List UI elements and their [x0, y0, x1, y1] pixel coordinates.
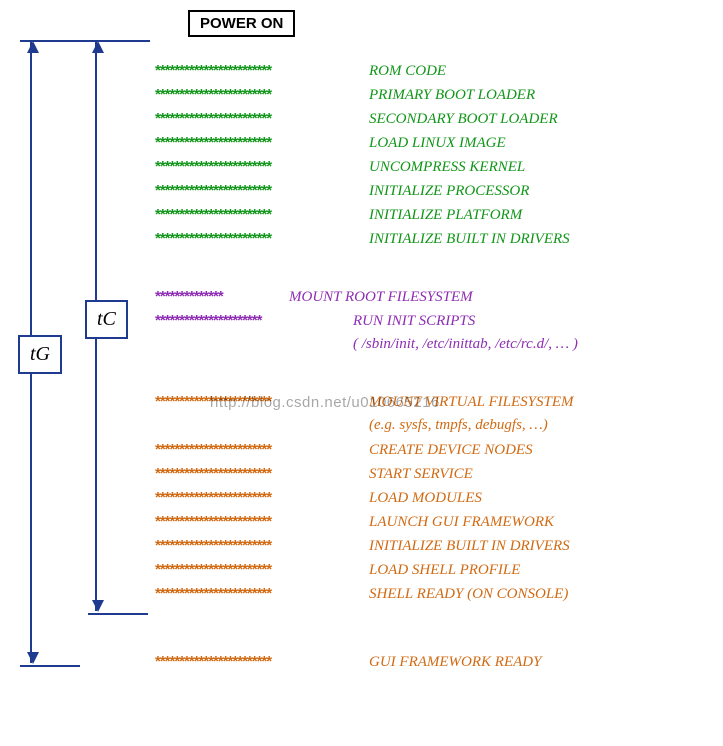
stage-label: INITIALIZE BUILT IN DRIVERS: [369, 231, 570, 248]
dim-tick-top: [20, 40, 150, 42]
stage-row: ************************ CREATE DEVICE NO…: [155, 441, 533, 459]
stage-label: GUI FRAMEWORK READY: [369, 654, 541, 671]
stage-label: CREATE DEVICE NODES: [369, 442, 533, 459]
dim-tC-text: tC: [97, 308, 116, 330]
stage-row: (e.g. sysfs, tmpfs, debugfs, …): [155, 417, 548, 434]
stage-row: ************************ PRIMARY BOOT LOA…: [155, 86, 535, 104]
stage-row: ************************ INITIALIZE PLATF…: [155, 206, 522, 224]
dim-label-tC: tC: [85, 300, 128, 339]
stars-bar: ************************: [155, 653, 351, 670]
stage-label: INITIALIZE PLATFORM: [369, 207, 522, 224]
stars-bar: ************************: [155, 134, 351, 151]
watermark-text: http://blog.csdn.net/u010665216: [210, 394, 440, 411]
stage-row: ************************ LOAD MODULES: [155, 489, 482, 507]
stage-row: ************************ UNCOMPRESS KERNE…: [155, 158, 525, 176]
stars-bar: **************: [155, 288, 271, 305]
stage-label: RUN INIT SCRIPTS: [353, 313, 475, 330]
stars-bar: ************************: [155, 537, 351, 554]
stage-row: ************************ LAUNCH GUI FRAME…: [155, 513, 554, 531]
stars-bar: ************************: [155, 110, 351, 127]
stars-bar: ************************: [155, 465, 351, 482]
stage-label: LAUNCH GUI FRAMEWORK: [369, 514, 554, 531]
stars-bar: ************************: [155, 441, 351, 458]
stage-label: MOUNT ROOT FILESYSTEM: [289, 289, 473, 306]
stars-bar: ************************: [155, 182, 351, 199]
stars-bar: ************************: [155, 561, 351, 578]
dim-label-tG: tG: [18, 335, 62, 374]
stage-label: INITIALIZE BUILT IN DRIVERS: [369, 538, 570, 555]
stars-bar: ************************: [155, 158, 351, 175]
stars-bar: ************************: [155, 513, 351, 530]
stage-row: ************************ ROM CODE: [155, 62, 446, 80]
stage-row: ************************ INITIALIZE BUILT…: [155, 537, 570, 555]
stage-row: ( /sbin/init, /etc/inittab, /etc/rc.d/, …: [155, 336, 578, 353]
stage-label: UNCOMPRESS KERNEL: [369, 159, 525, 176]
stage-row: ************************ GUI FRAMEWORK RE…: [155, 653, 541, 671]
stage-label: LOAD MODULES: [369, 490, 482, 507]
stage-label: LOAD SHELL PROFILE: [369, 562, 520, 579]
stars-bar: ************************: [155, 230, 351, 247]
stage-row: ************************ INITIALIZE BUILT…: [155, 230, 570, 248]
stage-label: SHELL READY (ON CONSOLE): [369, 586, 568, 603]
stars-bar: ************************: [155, 206, 351, 223]
stage-label: ( /sbin/init, /etc/inittab, /etc/rc.d/, …: [353, 336, 578, 353]
power-on-label: POWER ON: [200, 15, 283, 32]
stars-bar: ************************: [155, 489, 351, 506]
stage-label: (e.g. sysfs, tmpfs, debugfs, …): [369, 417, 548, 434]
stage-label: LOAD LINUX IMAGE: [369, 135, 506, 152]
stage-label: SECONDARY BOOT LOADER: [369, 111, 558, 128]
stage-label: START SERVICE: [369, 466, 473, 483]
power-on-box: POWER ON: [188, 10, 295, 37]
stage-row: ************************ SHELL READY (ON …: [155, 585, 568, 603]
stars-bar: ************************: [155, 62, 351, 79]
stage-label: ROM CODE: [369, 63, 446, 80]
dim-tick-tC-bottom: [88, 613, 148, 615]
stage-row: ********************** RUN INIT SCRIPTS: [155, 312, 475, 330]
stage-row: ************************ LOAD LINUX IMAGE: [155, 134, 506, 152]
diagram-container: POWER ON tG tC ************************ R…: [0, 0, 723, 746]
stage-row: ************************ LOAD SHELL PROFI…: [155, 561, 520, 579]
stage-row: ************** MOUNT ROOT FILESYSTEM: [155, 288, 473, 306]
stage-row: ************************ INITIALIZE PROCE…: [155, 182, 529, 200]
stars-bar: **********************: [155, 312, 335, 329]
dim-tick-tG-bottom: [20, 665, 80, 667]
stage-label: PRIMARY BOOT LOADER: [369, 87, 535, 104]
stars-bar: ************************: [155, 86, 351, 103]
stage-row: ************************ START SERVICE: [155, 465, 473, 483]
stage-label: INITIALIZE PROCESSOR: [369, 183, 529, 200]
stars-bar: ************************: [155, 585, 351, 602]
dim-tG-text: tG: [30, 343, 50, 365]
stage-row: ************************ SECONDARY BOOT L…: [155, 110, 558, 128]
